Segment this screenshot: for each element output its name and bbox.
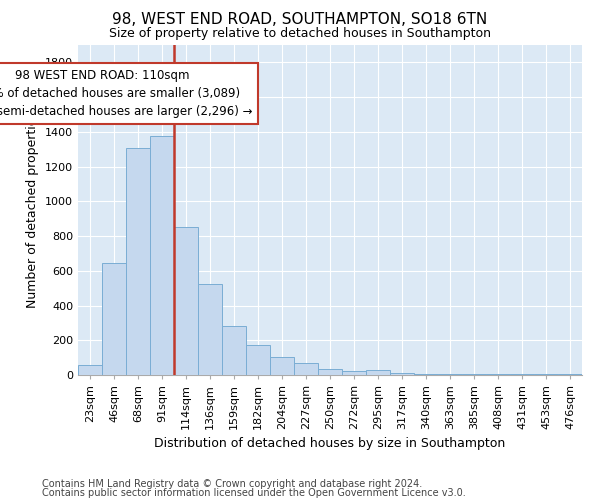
Text: 98 WEST END ROAD: 110sqm
← 57% of detached houses are smaller (3,089)
42% of sem: 98 WEST END ROAD: 110sqm ← 57% of detach… [0,70,252,118]
Text: 98, WEST END ROAD, SOUTHAMPTON, SO18 6TN: 98, WEST END ROAD, SOUTHAMPTON, SO18 6TN [112,12,488,28]
Bar [390,374,414,375]
Bar [78,366,102,375]
Y-axis label: Number of detached properties: Number of detached properties [26,112,40,308]
Bar [126,148,150,375]
Bar [198,284,222,375]
X-axis label: Distribution of detached houses by size in Southampton: Distribution of detached houses by size … [154,438,506,450]
Bar [486,374,510,375]
Bar [414,374,438,375]
Bar [366,370,390,375]
Bar [150,136,174,375]
Bar [534,374,558,375]
Bar [294,363,318,375]
Bar [318,369,342,375]
Bar [222,326,246,375]
Text: Contains public sector information licensed under the Open Government Licence v3: Contains public sector information licen… [42,488,466,498]
Text: Contains HM Land Registry data © Crown copyright and database right 2024.: Contains HM Land Registry data © Crown c… [42,479,422,489]
Bar [462,374,486,375]
Bar [342,370,366,375]
Text: Size of property relative to detached houses in Southampton: Size of property relative to detached ho… [109,28,491,40]
Bar [510,374,534,375]
Bar [174,228,198,375]
Bar [270,357,294,375]
Bar [558,374,582,375]
Bar [102,263,126,375]
Bar [438,374,462,375]
Bar [246,344,270,375]
